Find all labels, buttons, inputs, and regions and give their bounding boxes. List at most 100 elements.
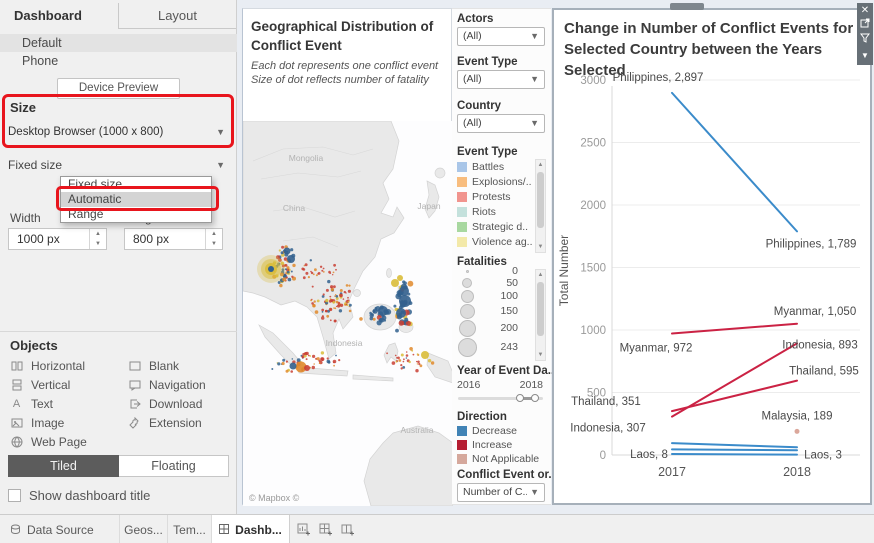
conflict-dot[interactable] (404, 318, 408, 322)
conflict-dot[interactable] (409, 361, 411, 363)
conflict-dot[interactable] (282, 359, 285, 362)
conflict-dot[interactable] (292, 264, 295, 267)
conflict-dot[interactable] (323, 268, 325, 270)
conflict-dot[interactable] (310, 271, 312, 273)
series-line-thailand[interactable] (672, 381, 797, 412)
conflict-dot[interactable] (303, 268, 306, 271)
conflict-dot[interactable] (302, 353, 305, 356)
conflict-dot[interactable] (395, 355, 397, 357)
conflict-dot[interactable] (406, 354, 409, 357)
map-worksheet-zone[interactable]: Geographical Distribution of Conflict Ev… (242, 8, 452, 505)
height-spin-up-icon[interactable]: ▲ (206, 229, 222, 239)
object-item-text[interactable]: AText (10, 394, 128, 413)
object-item-navigation[interactable]: Navigation (128, 375, 232, 394)
tab-layout[interactable]: Layout (118, 3, 236, 29)
object-item-download[interactable]: Download (128, 394, 232, 413)
conflict-dot[interactable] (306, 358, 308, 360)
conflict-dot[interactable] (330, 319, 332, 321)
conflict-dot[interactable] (393, 305, 396, 308)
conflict-dot[interactable] (399, 320, 404, 325)
event-type-legend-item-violence-ag[interactable]: Violence ag.. (457, 236, 533, 248)
conflict-dot[interactable] (312, 355, 315, 358)
conflict-dot[interactable] (338, 302, 341, 305)
series-line-unlabeled-a[interactable] (672, 443, 797, 447)
conflict-dot[interactable] (343, 298, 345, 300)
series-line-unlabeled-b[interactable] (672, 449, 797, 450)
device-item-default[interactable]: Default (0, 34, 237, 52)
size-mode-dropdown[interactable]: Fixed size ▼ (8, 155, 229, 175)
object-item-blank[interactable]: Blank (128, 356, 232, 375)
conflict-dot[interactable] (403, 361, 405, 363)
conflict-dot[interactable] (282, 362, 285, 365)
more-options-icon[interactable]: ▼ (857, 48, 873, 63)
width-spin-down-icon[interactable]: ▼ (90, 239, 106, 249)
conflict-dot[interactable] (348, 290, 351, 293)
conflict-dot[interactable] (308, 355, 310, 357)
conflict-dot[interactable] (308, 276, 310, 278)
menu-item-fixed-size[interactable]: Fixed size (61, 177, 211, 192)
conflict-dot[interactable] (333, 285, 336, 288)
event-type-filter-dropdown[interactable]: (All)▼ (457, 70, 545, 89)
conflict-dot[interactable] (311, 302, 314, 305)
series-line-philippines[interactable] (672, 93, 797, 232)
conflict-dot[interactable] (320, 266, 322, 268)
fatalities-legend-item-150[interactable]: 150 (457, 303, 532, 319)
conflict-dot[interactable] (397, 275, 403, 281)
conflict-dot[interactable] (333, 264, 336, 267)
filter-icon[interactable] (857, 33, 873, 48)
conflict-dot[interactable] (312, 286, 314, 288)
conflict-dot[interactable] (271, 368, 273, 370)
conflict-dot[interactable] (326, 289, 329, 292)
conflict-dot[interactable] (321, 309, 324, 312)
conflict-dot[interactable] (279, 249, 281, 251)
conflict-dot[interactable] (339, 294, 343, 298)
new-dashboard-button[interactable] (316, 520, 335, 539)
conflict-dot[interactable] (336, 295, 339, 298)
height-spin-down-icon[interactable]: ▼ (206, 239, 222, 249)
sheet-tab-tem[interactable]: Tem... (168, 515, 212, 543)
conflict-dot[interactable] (326, 315, 329, 318)
actors-filter-dropdown[interactable]: (All)▼ (457, 27, 545, 46)
direction-legend-item-decrease[interactable]: Decrease (457, 425, 517, 437)
conflict-dot[interactable] (323, 271, 325, 273)
country-filter-dropdown[interactable]: (All)▼ (457, 114, 545, 133)
sheet-tab-geos[interactable]: Geos... (120, 515, 168, 543)
year-slider-handle-left[interactable] (516, 394, 524, 402)
go-to-sheet-icon[interactable] (857, 18, 873, 33)
conflict-dot[interactable] (286, 277, 288, 279)
conflict-dot[interactable] (311, 299, 312, 300)
conflict-dot[interactable] (333, 365, 335, 367)
conflict-dot[interactable] (313, 273, 315, 275)
conflict-dot[interactable] (329, 308, 332, 311)
device-item-phone[interactable]: Phone (0, 52, 237, 70)
conflict-dot[interactable] (418, 363, 420, 365)
conflict-dot[interactable] (281, 246, 284, 249)
conflict-dot[interactable] (399, 295, 411, 307)
conflict-dot[interactable] (313, 363, 315, 365)
conflict-dot[interactable] (417, 353, 419, 355)
conflict-dot[interactable] (291, 271, 293, 273)
conflict-dot[interactable] (398, 359, 401, 362)
sheet-tab-dashb[interactable]: Dashb... (212, 515, 290, 543)
conflict-dot[interactable] (327, 280, 330, 283)
conflict-dot[interactable] (401, 354, 404, 357)
width-input[interactable]: 1000 px ▲▼ (8, 228, 107, 250)
conflict-dot[interactable] (325, 299, 328, 302)
conflict-dot[interactable] (314, 300, 316, 302)
conflict-dot[interactable] (346, 284, 349, 287)
event-type-legend-item-riots[interactable]: Riots (457, 206, 496, 218)
direction-legend-item-not-applicable[interactable]: Not Applicable (457, 453, 539, 465)
conflict-dot[interactable] (378, 306, 388, 316)
conflict-dot[interactable] (334, 320, 337, 323)
close-icon[interactable]: ✕ (857, 3, 873, 18)
conflict-dot[interactable] (287, 271, 290, 274)
conflict-dot[interactable] (305, 272, 308, 275)
conflict-dot[interactable] (319, 362, 321, 364)
conflict-dot[interactable] (287, 255, 295, 263)
conflict-dot[interactable] (340, 289, 343, 292)
direction-legend-item-increase[interactable]: Increase (457, 439, 512, 451)
conflict-dot[interactable] (318, 360, 320, 362)
conflict-dot[interactable] (327, 360, 331, 364)
conflict-dot[interactable] (349, 310, 352, 313)
conflict-dot[interactable] (375, 307, 378, 310)
